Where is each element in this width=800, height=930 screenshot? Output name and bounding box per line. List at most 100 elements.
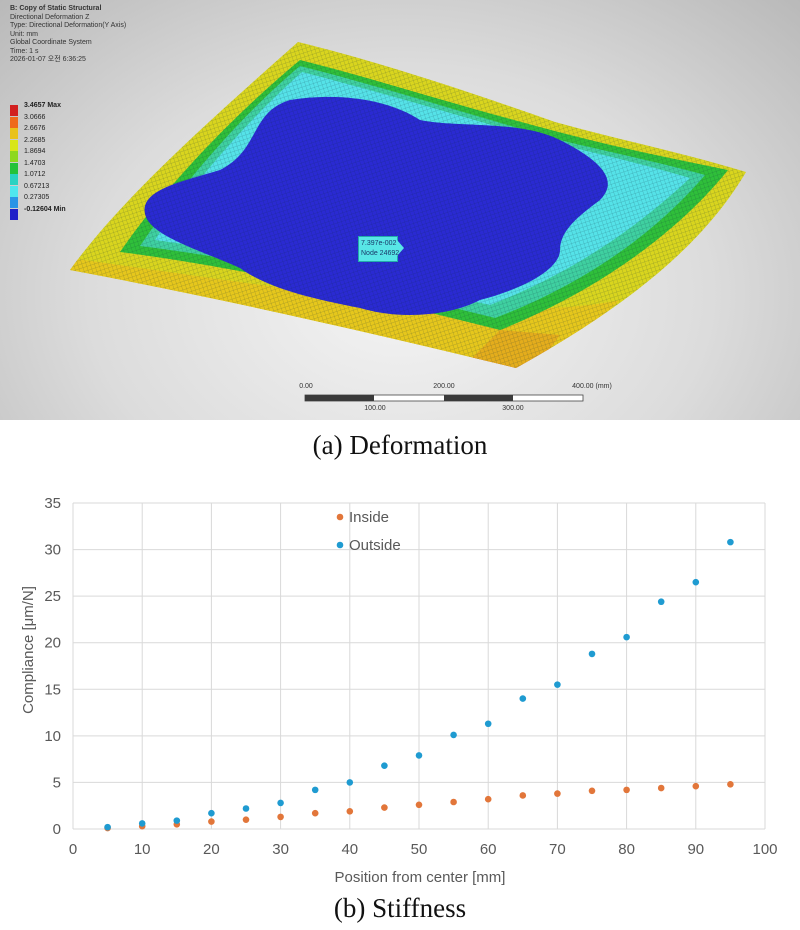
inside-point: [381, 804, 388, 811]
y-tick-label: 0: [53, 821, 61, 838]
y-axis-title: Compliance [μm/N]: [20, 586, 37, 714]
legend-value: 1.8694: [24, 148, 46, 155]
legend-marker-outside: [336, 541, 344, 549]
outside-point: [138, 820, 146, 827]
legend-swatch: [10, 105, 18, 116]
y-tick-label: 5: [53, 774, 61, 791]
header-line: Global Coordinate System: [10, 39, 92, 46]
outside-point: [277, 799, 284, 807]
inside-point: [450, 798, 457, 806]
legend-value: 2.6676: [24, 125, 46, 132]
outside-point: [415, 752, 423, 759]
y-tick-label: 20: [44, 635, 61, 652]
legend-value: 1.0712: [24, 171, 46, 178]
probe-node: Node 24692: [361, 250, 400, 257]
y-tick-label: 25: [44, 588, 61, 605]
legend-swatch: [10, 116, 18, 128]
x-tick-label: 0: [69, 841, 77, 858]
legend-swatch: [10, 208, 18, 220]
legend-swatch: [10, 174, 18, 185]
probe-value: 7.397e-002: [361, 240, 397, 247]
inside-point: [554, 790, 561, 797]
inside-point: [208, 818, 215, 825]
legend-swatch: [10, 162, 18, 174]
inside-point: [623, 786, 630, 794]
x-tick-label: 80: [618, 841, 635, 858]
outside-point: [104, 823, 111, 831]
y-tick-label: 15: [44, 681, 61, 698]
legend-marker-inside: [336, 513, 344, 521]
legend-value: 1.4703: [24, 159, 46, 167]
x-axis-title: Position from center [mm]: [335, 869, 506, 886]
inside-point: [588, 787, 596, 795]
legend-value: 0.67213: [24, 182, 50, 190]
outside-point: [657, 598, 665, 606]
outside-point: [346, 779, 354, 786]
legend-swatch: [10, 151, 18, 162]
inside-point: [415, 801, 423, 809]
header-line: Type: Directional Deformation(Y Axis): [10, 22, 127, 29]
outside-point: [208, 809, 215, 817]
scale-label-200: 200.00: [433, 383, 455, 390]
legend-swatch: [10, 197, 18, 208]
header-line: Time: 1 s: [10, 47, 39, 55]
fea-deformation-panel: B: Copy of Static Structural Directional …: [0, 0, 800, 420]
scale-label-400: 400.00 (mm): [572, 383, 612, 390]
y-tick-label: 35: [44, 495, 61, 512]
x-tick-label: 70: [549, 841, 566, 858]
outside-point: [311, 786, 319, 794]
header-line: Directional Deformation Z: [10, 13, 90, 21]
caption-a: (a) Deformation: [312, 430, 488, 460]
inside-point: [519, 792, 527, 799]
inside-point: [484, 795, 492, 803]
node-probe-label[interactable]: 7.397e-002 Node 24692: [358, 236, 404, 262]
legend-value: 3.0666: [24, 113, 46, 121]
y-tick-label: 30: [44, 542, 61, 559]
inside-point: [727, 780, 734, 788]
legend-value: 0.27305: [24, 194, 50, 201]
y-tick-label: 10: [44, 728, 61, 745]
scale-label-100: 100.00: [364, 405, 386, 412]
legend-swatch: [10, 128, 18, 139]
scale-label-300: 300.00: [502, 405, 524, 412]
x-tick-label: 60: [480, 841, 497, 858]
legend-label-outside: Outside: [349, 537, 401, 554]
legend-value: 2.2685: [24, 136, 46, 144]
inside-point: [311, 809, 319, 817]
legend-label-inside: Inside: [349, 509, 389, 526]
legend-value: 3.4657 Max: [24, 102, 61, 109]
legend-swatch: [10, 139, 18, 151]
scale-label-0: 0.00: [299, 383, 313, 390]
outside-point: [484, 720, 492, 728]
header-line: 2026-01-07 오전 6:36:25: [10, 56, 86, 63]
inside-point: [692, 782, 700, 790]
outside-point: [381, 762, 388, 769]
x-tick-label: 90: [687, 841, 704, 858]
outside-point: [450, 731, 457, 739]
compliance-scatter-chart: 0 10 20 30 40 50 60 70 80 90 100 0 5 10 15 20 25 30 35 Ins…: [20, 495, 778, 886]
caption-b: (b) Stiffness: [333, 893, 467, 923]
x-tick-label: 10: [134, 841, 151, 858]
outside-point: [242, 805, 250, 812]
x-tick-label: 100: [752, 841, 777, 858]
x-tick-label: 40: [341, 841, 358, 858]
inside-point: [346, 808, 354, 815]
scale-bar: [304, 394, 584, 402]
legend-swatch: [10, 185, 18, 197]
x-tick-label: 30: [272, 841, 289, 858]
outside-point: [623, 633, 630, 641]
x-tick-label: 20: [203, 841, 220, 858]
inside-point: [657, 784, 665, 792]
header-line: Unit: mm: [10, 30, 38, 38]
inside-point: [242, 816, 250, 823]
outside-point: [727, 538, 734, 546]
inside-point: [277, 813, 284, 821]
header-line: B: Copy of Static Structural: [10, 5, 102, 12]
x-tick-label: 50: [411, 841, 428, 858]
outside-point: [588, 650, 596, 658]
outside-point: [692, 578, 700, 586]
deformed-plate-render: [70, 42, 746, 402]
outside-point: [173, 817, 181, 824]
outside-point: [519, 695, 527, 702]
outside-point: [554, 681, 561, 688]
